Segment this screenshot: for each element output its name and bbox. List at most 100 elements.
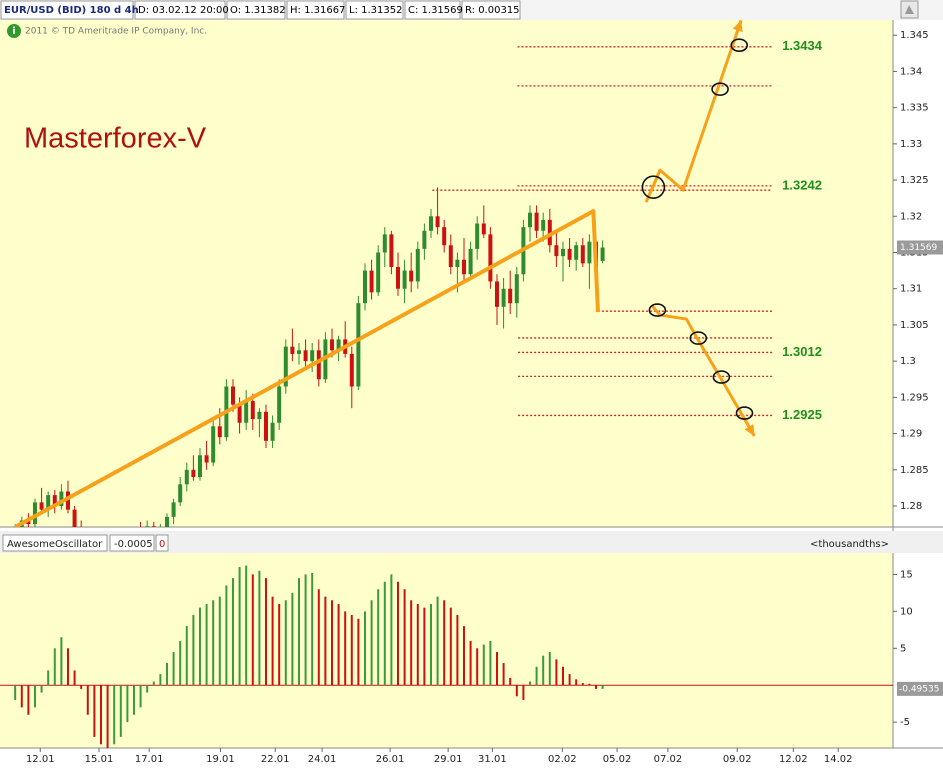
- candle-body: [448, 245, 453, 267]
- trend-path: [14, 209, 600, 527]
- candle-body: [409, 270, 414, 282]
- level-label: 1.3012: [782, 344, 822, 359]
- candle-body: [442, 227, 447, 246]
- candle-body: [587, 241, 592, 264]
- candle-body: [296, 350, 301, 354]
- candle-body: [468, 248, 473, 275]
- candle-body: [475, 223, 480, 249]
- y-tick-label: 10: [900, 606, 913, 617]
- trend-path: [644, 20, 743, 203]
- level-label: 1.2925: [782, 407, 822, 422]
- y-tick-label: 1.335: [900, 103, 929, 114]
- candle-body: [349, 353, 354, 387]
- candle-body: [204, 455, 209, 463]
- y-tick-label: 1.28: [900, 501, 922, 512]
- candle-body: [534, 212, 539, 231]
- candle-body: [46, 495, 51, 510]
- candle-body: [257, 411, 262, 420]
- candle-body: [316, 350, 321, 380]
- x-tick-label: 22.01: [261, 754, 290, 765]
- y-tick-label: 15: [900, 569, 913, 580]
- y-tick-label: 1.31: [900, 284, 922, 295]
- last-price-box: [897, 240, 943, 255]
- x-tick-label: 07.02: [654, 754, 683, 765]
- candle-body: [501, 288, 506, 307]
- price-plot: 1.3434 1.3242 1.3012 1.2925: [14, 20, 823, 527]
- candle-body: [237, 404, 242, 423]
- candle-body: [184, 469, 189, 485]
- y-tick-label: 1.325: [900, 175, 929, 186]
- candle-body: [197, 455, 202, 478]
- marker-circle: [689, 331, 708, 345]
- candle-body: [263, 411, 268, 441]
- osc-name: AwesomeOscillator: [7, 539, 103, 550]
- candle-body: [567, 248, 572, 260]
- candle-body: [171, 502, 176, 517]
- info-icon[interactable]: [7, 24, 21, 38]
- x-tick-label: 12.02: [779, 754, 808, 765]
- last-osc-label: -0.49535: [899, 684, 939, 694]
- candle-body: [435, 216, 440, 228]
- candle-body: [488, 234, 493, 282]
- candle-body: [26, 520, 31, 525]
- osc-units: <thousandths>: [810, 539, 889, 550]
- marker-circle: [641, 175, 666, 199]
- open: O: 1.31382: [230, 5, 286, 16]
- candle-body: [461, 259, 466, 275]
- candle-body: [514, 274, 519, 304]
- osc-value: -0.0005: [114, 539, 153, 550]
- y-tick-label: -5: [900, 717, 910, 728]
- price-panel: [0, 20, 893, 527]
- y-tick-label: 1.32: [900, 211, 922, 222]
- candle-body: [428, 216, 433, 231]
- candle-body: [310, 350, 315, 362]
- candle-body: [178, 484, 183, 503]
- candle-body: [151, 526, 156, 527]
- candle-body: [244, 400, 249, 423]
- copyright: 2011 © TD Ameritrade IP Company, Inc.: [25, 27, 207, 37]
- candle-body: [580, 245, 585, 264]
- x-tick-label: 19.01: [206, 754, 235, 765]
- close: C: 1.31569: [408, 5, 463, 16]
- marker-circle: [711, 82, 729, 96]
- arrow-head: [744, 424, 755, 437]
- date: D: 03.02.12 20:00: [138, 5, 229, 16]
- y-tick-label: 1.295: [900, 392, 929, 403]
- y-tick-label: 1.285: [900, 465, 929, 476]
- candle-body: [270, 422, 275, 441]
- candle-body: [574, 245, 579, 260]
- range: R: 0.00315: [465, 5, 520, 16]
- marker-circle: [648, 303, 667, 317]
- arrow-head: [732, 20, 743, 33]
- last-osc-box: [897, 681, 943, 696]
- candle-body: [369, 270, 374, 293]
- candle-body: [211, 426, 216, 463]
- candle-body: [52, 495, 57, 506]
- candle-body: [191, 469, 196, 478]
- candle-body: [494, 281, 499, 307]
- candle-body: [356, 303, 361, 387]
- candle-body: [164, 516, 169, 527]
- candle-body: [527, 212, 532, 228]
- x-tick-label: 29.01: [434, 754, 463, 765]
- candle-body: [32, 502, 37, 525]
- candle-body: [362, 270, 367, 304]
- marker-circle: [712, 370, 731, 384]
- osc-header-bar: [0, 531, 943, 553]
- info-glyph: i: [12, 26, 15, 37]
- x-tick-label: 17.01: [135, 754, 164, 765]
- candle-body: [455, 259, 460, 267]
- candle-body: [250, 400, 255, 420]
- y-tick-label: 1.29: [900, 429, 922, 440]
- x-tick-label: 26.01: [376, 754, 405, 765]
- x-tick-label: 12.01: [26, 754, 55, 765]
- candle-body: [382, 234, 387, 253]
- candle-body: [560, 248, 565, 257]
- osc-header: [2, 534, 169, 552]
- candle-body: [508, 288, 513, 304]
- x-tick-label: 24.01: [308, 754, 337, 765]
- candle-body: [290, 346, 295, 354]
- candle-body: [547, 219, 552, 246]
- candle-body: [217, 426, 222, 438]
- candle-body: [39, 502, 44, 510]
